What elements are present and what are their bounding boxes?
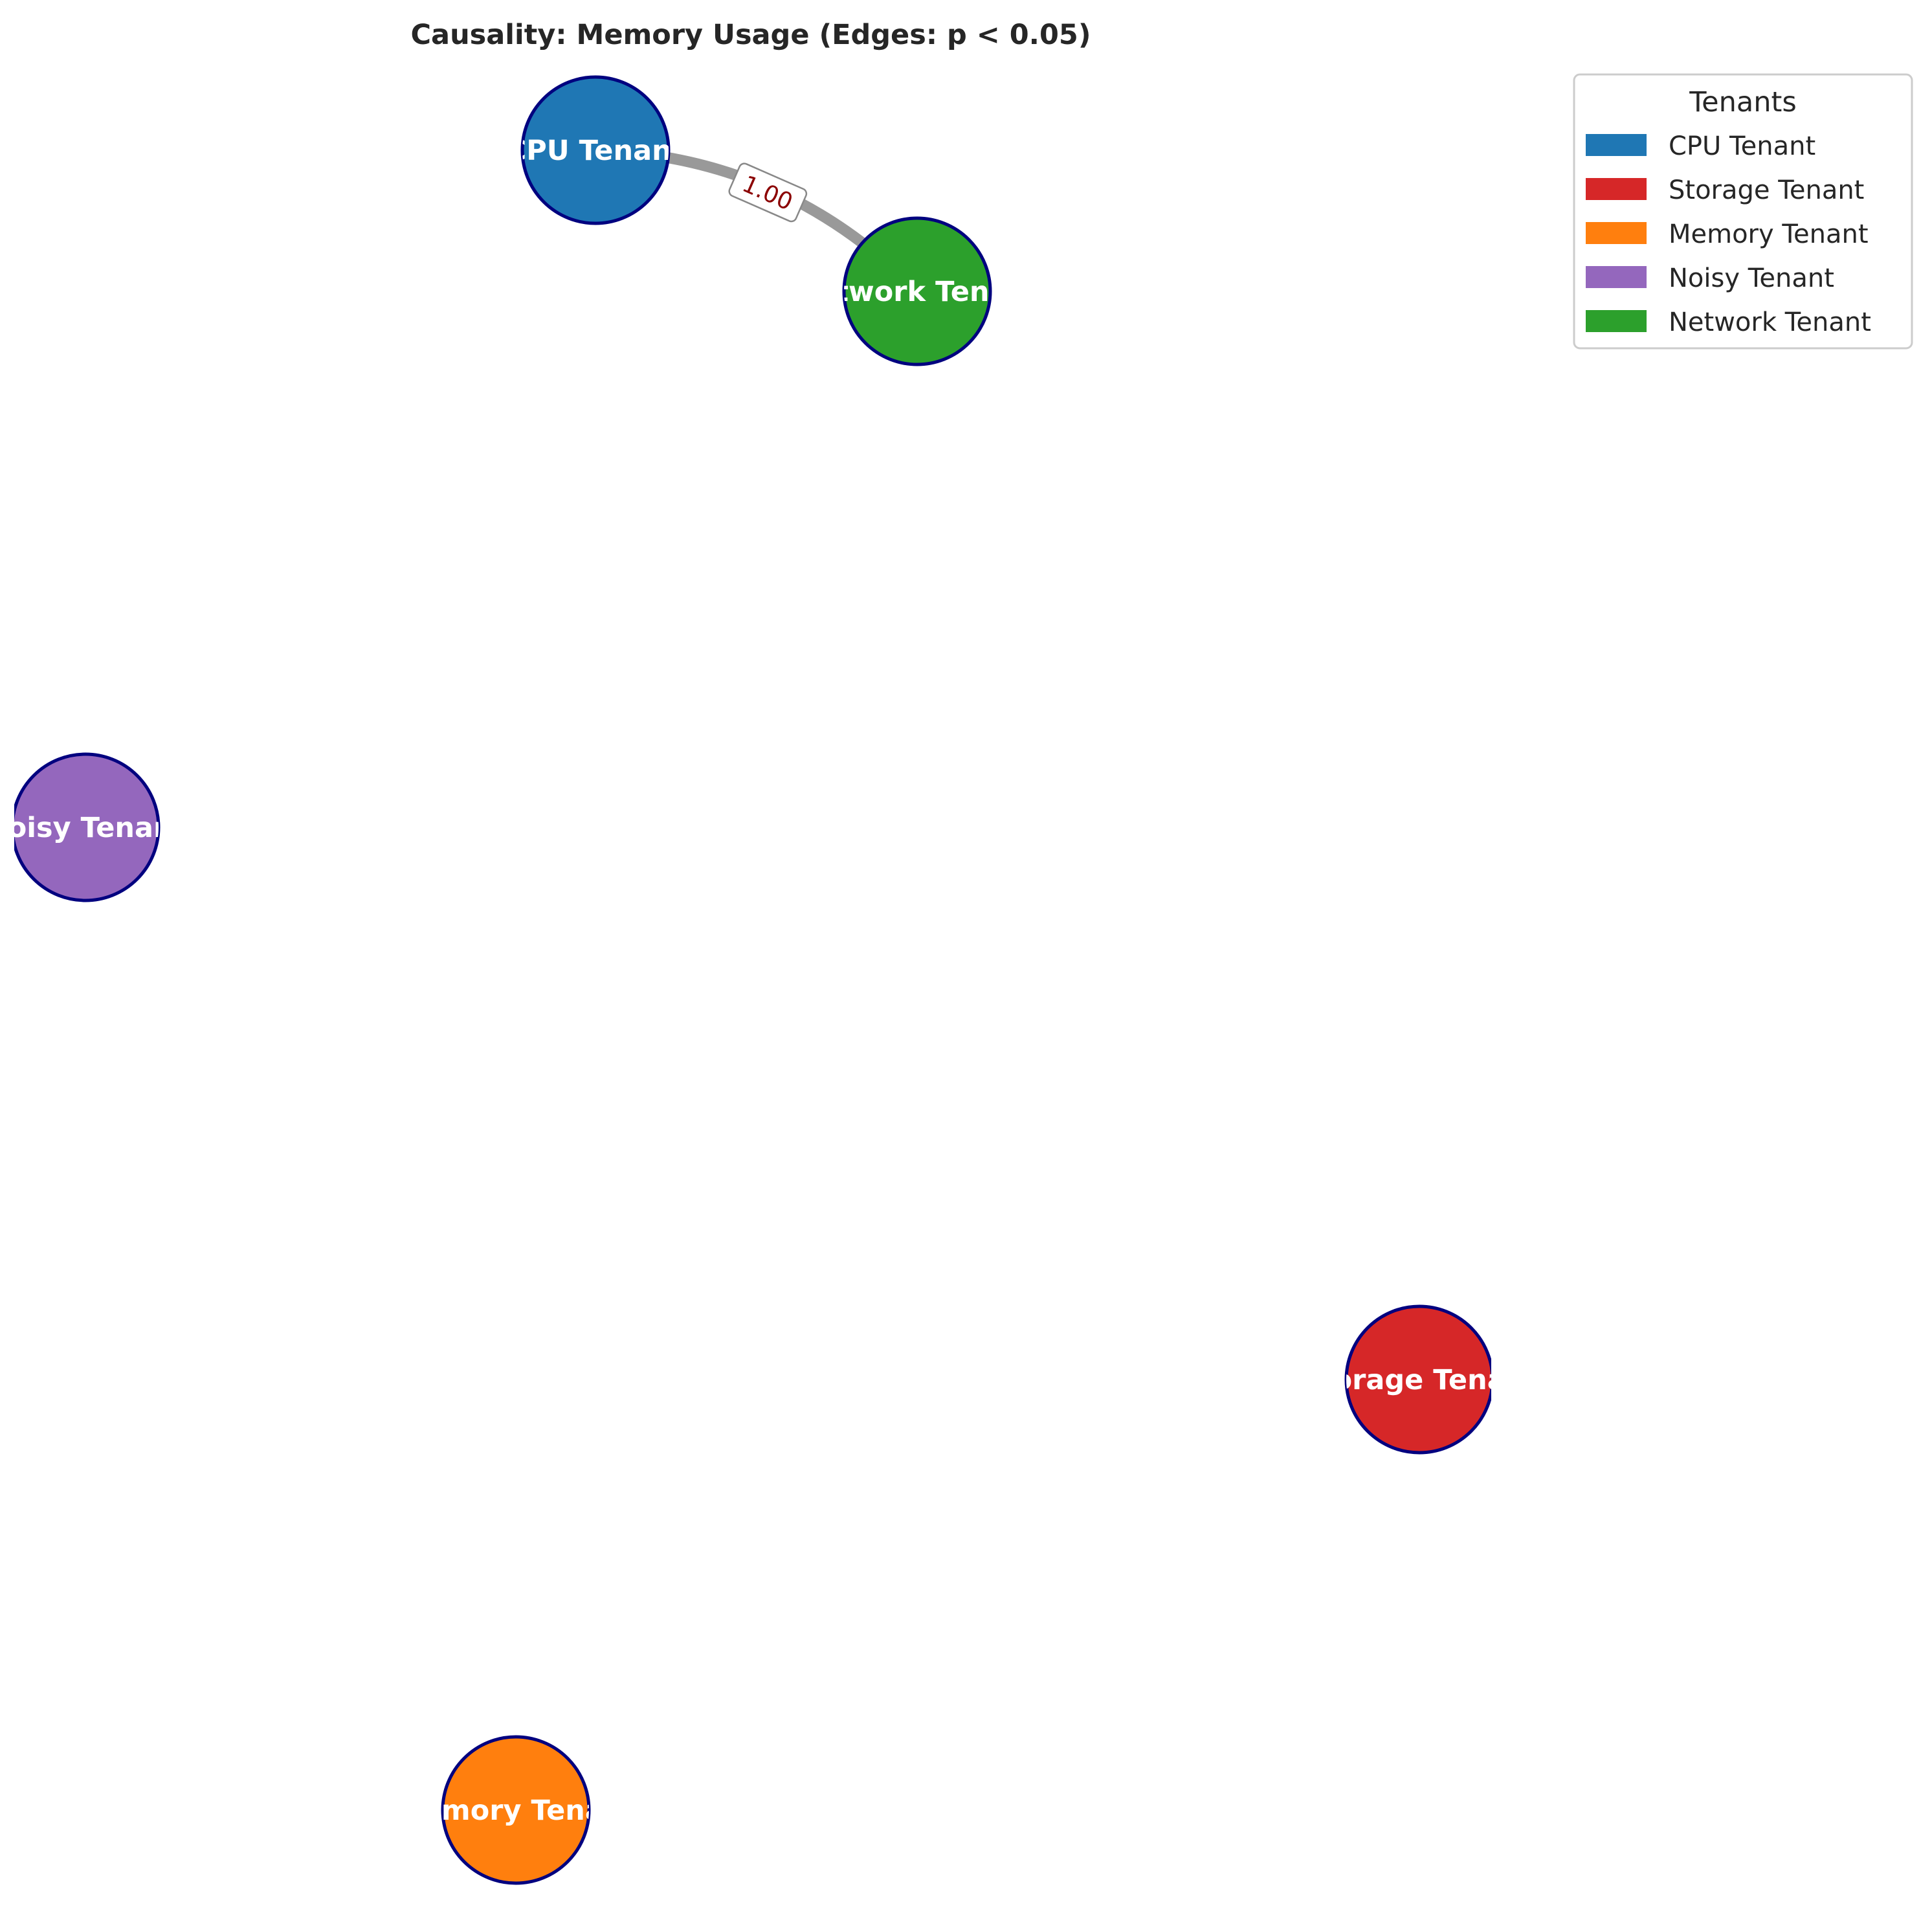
legend-label: Network Tenant	[1669, 307, 1871, 337]
node-network: Network Tenant	[793, 216, 1041, 366]
legend-item: Noisy Tenant	[1586, 263, 1834, 293]
legend-label: Noisy Tenant	[1669, 263, 1834, 293]
legend: Tenants CPU Tenant Storage Tenant Memory T…	[1573, 73, 1913, 350]
legend-item: Network Tenant	[1586, 307, 1871, 337]
edge-weight-box	[728, 162, 808, 223]
node-label: Memory Tenant	[395, 1794, 637, 1827]
legend-items: CPU Tenant Storage Tenant Memory Tenant Noi…	[1586, 131, 1871, 337]
node-circle	[14, 752, 161, 902]
node-label: Storage Tenant	[1300, 1364, 1539, 1396]
edge-weight-label: 1.00	[728, 162, 808, 223]
chart-title: Causality: Memory Usage (Edges: p < 0.05…	[411, 19, 1091, 51]
legend-frame	[1573, 73, 1913, 350]
legend-item: Memory Tenant	[1586, 219, 1869, 249]
legend-item: Storage Tenant	[1586, 175, 1864, 205]
node-memory: Memory Tenant	[395, 1735, 637, 1885]
node-label: CPU Tenant	[506, 135, 685, 167]
node-label: Network Tenant	[793, 276, 1041, 308]
node-label: Noisy Tenant	[0, 812, 186, 844]
legend-swatch	[1586, 178, 1647, 200]
node-circle	[520, 75, 671, 225]
legend-swatch	[1586, 134, 1647, 156]
legend-item: CPU Tenant	[1586, 131, 1815, 161]
edge-labels-layer: 1.00	[728, 162, 808, 223]
legend-swatch	[1586, 222, 1647, 244]
node-noisy: Noisy Tenant	[0, 752, 186, 902]
node-circle	[441, 1735, 591, 1885]
node-circle	[1344, 1304, 1491, 1455]
legend-swatch	[1586, 266, 1647, 288]
legend-label: Memory Tenant	[1669, 219, 1869, 249]
node-storage: Storage Tenant	[1300, 1304, 1539, 1455]
node-circle	[842, 216, 992, 366]
nodes-layer: CPU Tenant Network Tenant Noisy Tenant Stor…	[0, 75, 1539, 1885]
node-cpu: CPU Tenant	[506, 75, 685, 225]
legend-swatch	[1586, 310, 1647, 332]
legend-label: Storage Tenant	[1669, 175, 1864, 205]
legend-title: Tenants	[1689, 86, 1797, 118]
legend-label: CPU Tenant	[1669, 131, 1815, 161]
